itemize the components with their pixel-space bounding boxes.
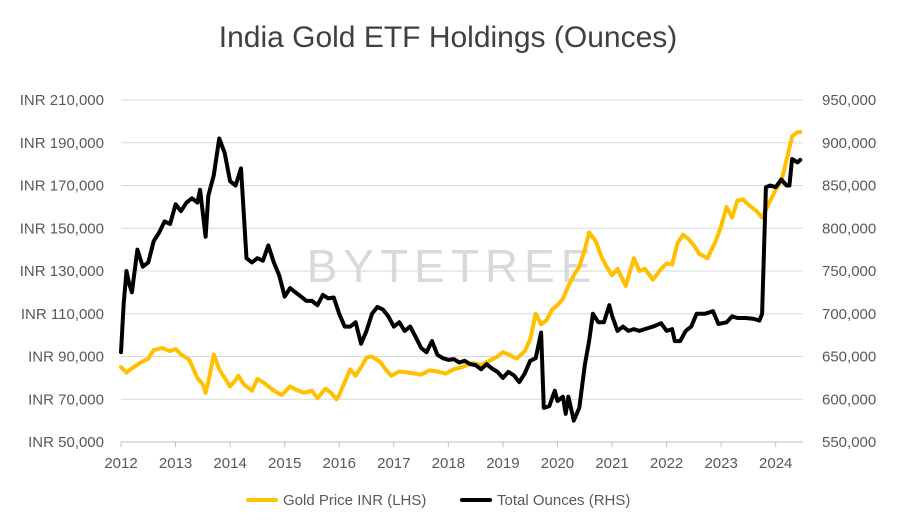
- right-tick-label: 750,000: [822, 263, 876, 280]
- x-tick-label: 2017: [377, 455, 410, 472]
- watermark-text: BYTETREE: [307, 240, 598, 292]
- left-tick-label: INR 130,000: [20, 263, 104, 280]
- right-tick-label: 850,000: [822, 178, 876, 195]
- x-tick-label: 2018: [432, 455, 465, 472]
- total-ounces-line: [119, 136, 803, 423]
- series-layer: [119, 130, 803, 423]
- x-tick-label: 2021: [595, 455, 628, 472]
- left-tick-label: INR 150,000: [20, 220, 104, 237]
- left-axis: INR 50,000 INR 70,000 INR 90,000 INR 110,00…: [20, 92, 104, 451]
- right-tick-label: 950,000: [822, 92, 876, 109]
- left-tick-label: INR 70,000: [28, 391, 104, 408]
- legend-label: Gold Price INR (LHS): [283, 492, 426, 509]
- legend-label: Total Ounces (RHS): [497, 492, 630, 509]
- right-tick-label: 700,000: [822, 306, 876, 323]
- left-tick-label: INR 50,000: [28, 434, 104, 451]
- x-axis: 2012 2013 2014 2015 2016 2017 2018 2019 2020 2021…: [104, 442, 792, 472]
- x-tick-label: 2015: [268, 455, 301, 472]
- x-tick-label: 2019: [486, 455, 519, 472]
- right-tick-label: 600,000: [822, 391, 876, 408]
- x-tick-label: 2023: [704, 455, 737, 472]
- left-tick-label: INR 210,000: [20, 92, 104, 109]
- x-tick-label: 2022: [650, 455, 683, 472]
- x-tick-label: 2020: [541, 455, 574, 472]
- chart-title: India Gold ETF Holdings (Ounces): [219, 21, 678, 54]
- right-tick-label: 900,000: [822, 135, 876, 152]
- left-tick-label: INR 110,000: [21, 306, 104, 323]
- x-tick-label: 2014: [213, 455, 246, 472]
- x-tick-label: 2013: [159, 455, 192, 472]
- legend: Gold Price INR (LHS) Total Ounces (RHS): [246, 492, 630, 509]
- left-tick-label: INR 190,000: [20, 135, 104, 152]
- right-axis: 550,000 600,000 650,000 700,000 750,000 800,0…: [822, 92, 876, 451]
- x-tick-label: 2016: [323, 455, 356, 472]
- left-tick-label: INR 90,000: [28, 349, 104, 366]
- left-tick-label: INR 170,000: [20, 178, 104, 195]
- x-tick-label: 2012: [104, 455, 137, 472]
- right-tick-label: 800,000: [822, 220, 876, 237]
- x-tick-label: 2024: [759, 455, 792, 472]
- right-tick-label: 550,000: [822, 434, 876, 451]
- right-tick-label: 650,000: [822, 349, 876, 366]
